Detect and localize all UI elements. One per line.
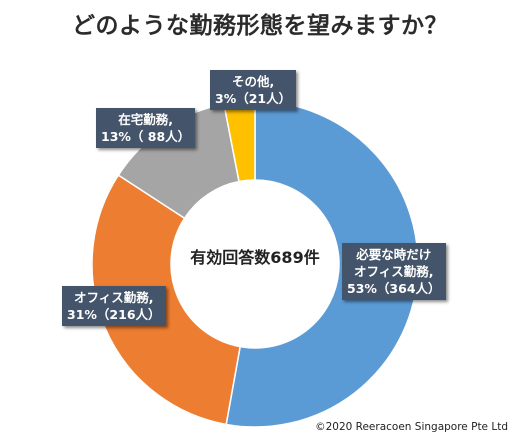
center-label: 有効回答数689件 xyxy=(190,248,320,267)
slice-label-line: その他, xyxy=(231,74,275,89)
slice-label-line: 13%（ 88人） xyxy=(101,129,191,144)
slice-label-line: 必要な時だけ xyxy=(356,247,432,262)
slice-label-line: 在宅勤務, xyxy=(118,112,173,127)
slice-label-line: 3%（21人） xyxy=(215,91,292,106)
slice-label-line: オフィス勤務, xyxy=(354,264,434,279)
copyright-text: ©2020 Reeracoen Singapore Pte Ltd xyxy=(315,421,508,433)
slice-label-office: オフィス勤務, 31%（216人） xyxy=(62,286,166,326)
chart-title: どのような勤務形態を望みますか？ xyxy=(72,13,448,39)
slice-label-other: その他, 3%（21人） xyxy=(210,70,297,110)
slice-label-remote: 在宅勤務, 13%（ 88人） xyxy=(96,108,196,148)
slice-office-when-needed xyxy=(225,100,419,428)
slice-label-line: オフィス勤務, xyxy=(74,290,154,305)
slice-office xyxy=(91,174,242,426)
slice-label-line: 31%（216人） xyxy=(67,307,161,322)
slice-label-line: 53%（364人） xyxy=(347,281,441,296)
slice-label-office-when-needed: 必要な時だけ オフィス勤務, 53%（364人） xyxy=(342,243,446,300)
